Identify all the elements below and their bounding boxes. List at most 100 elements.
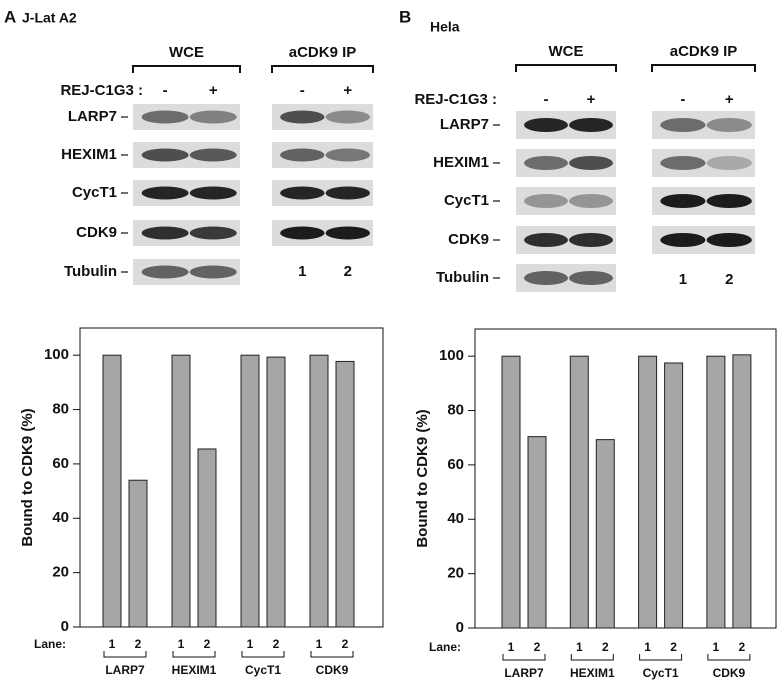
group-label: LARP7 [105,663,145,677]
group-bracket [515,64,617,72]
blot-band [706,233,752,247]
bar [569,355,589,629]
blot-band [325,148,370,162]
blot-band [141,265,189,279]
blot-band [141,186,189,200]
lane-label: 1 [644,640,651,654]
lane-label: 1 [109,637,116,651]
treatment-sign: + [587,91,596,108]
bar [171,354,191,628]
blot-band [660,194,706,208]
treatment-sign: + [343,82,352,99]
blot-band [280,148,325,162]
row-label: Tubulin [64,263,117,280]
bar [501,355,521,629]
row-label: HEXIM1 [61,146,117,163]
blot-band [325,186,370,200]
blot-strip [516,187,616,215]
y-tick-label: 80 [447,402,464,419]
blot-band [524,194,568,208]
row-label: CycT1 [444,192,489,209]
blot-band [325,226,370,240]
lane-label: 1 [508,640,515,654]
y-tick-label: 60 [447,456,464,473]
y-tick-label: 100 [439,347,464,364]
y-tick-label: 100 [44,346,69,363]
lane-label: 1 [316,637,323,651]
lane-number: 1 [298,263,306,280]
group-bracket [132,65,241,73]
lane-label: 2 [204,637,211,651]
y-axis-label: Bound to CDK9 (%) [19,408,36,546]
lane-label: 2 [602,640,609,654]
y-tick-label: 0 [456,619,464,636]
group-label: CycT1 [245,663,281,677]
blot-band [280,226,325,240]
lane-label: 2 [670,640,677,654]
row-label: CDK9 [448,231,489,248]
row-label: LARP7 [68,108,117,125]
group-bracket [172,651,216,658]
row-label: LARP7 [440,116,489,133]
group-label: HEXIM1 [570,666,615,680]
plot-frame [474,328,777,629]
group-label: LARP7 [504,666,544,680]
blot-band [706,194,752,208]
y-tick-label: 80 [52,401,69,418]
blot-band [569,271,613,285]
blot-band [524,233,568,247]
bar [664,362,684,629]
treatment-label: REJ-C1G3 : [60,82,143,99]
blot-band [280,110,325,124]
panel-letter: A [4,7,16,26]
group-bracket [639,654,683,661]
blot-band [141,148,189,162]
lane-label: 2 [273,637,280,651]
blot-band [569,156,613,170]
treatment-sign: - [163,82,168,99]
lane-label: 1 [576,640,583,654]
bar [102,354,122,628]
cell-line: Hela [430,19,460,35]
blot-band [189,265,237,279]
group-label: HEXIM1 [172,663,217,677]
group-header: WCE [169,44,204,61]
blot-band [569,194,613,208]
blot-band [660,156,706,170]
panel-letter: B [399,7,411,26]
bar [266,356,286,628]
y-tick-label: 20 [52,564,69,581]
blot-band [569,118,613,132]
blot-band [141,110,189,124]
blot-band [189,226,237,240]
group-header: aCDK9 IP [670,43,738,60]
bar [128,479,148,628]
lane-label: 1 [247,637,254,651]
blot-band [141,226,189,240]
x-axis-label: Lane: [429,640,461,654]
plot-frame [79,327,384,628]
group-header: aCDK9 IP [289,44,357,61]
treatment-sign: - [680,91,685,108]
blot-band [524,271,568,285]
lane-label: 1 [713,640,720,654]
group-bracket [241,651,285,658]
lane-number: 2 [725,271,733,288]
bar [309,354,329,628]
treatment-sign: + [209,82,218,99]
blot-band [189,186,237,200]
blot-band [524,118,568,132]
group-header: WCE [549,43,584,60]
group-label: CycT1 [643,666,679,680]
lane-label: 2 [342,637,349,651]
lane-number: 1 [679,271,687,288]
row-label: HEXIM1 [433,154,489,171]
y-tick-label: 40 [447,510,464,527]
group-bracket [271,65,374,73]
blot-band [569,233,613,247]
group-label: CDK9 [316,663,349,677]
treatment-sign: - [300,82,305,99]
group-bracket [103,651,147,658]
blot-band [280,186,325,200]
